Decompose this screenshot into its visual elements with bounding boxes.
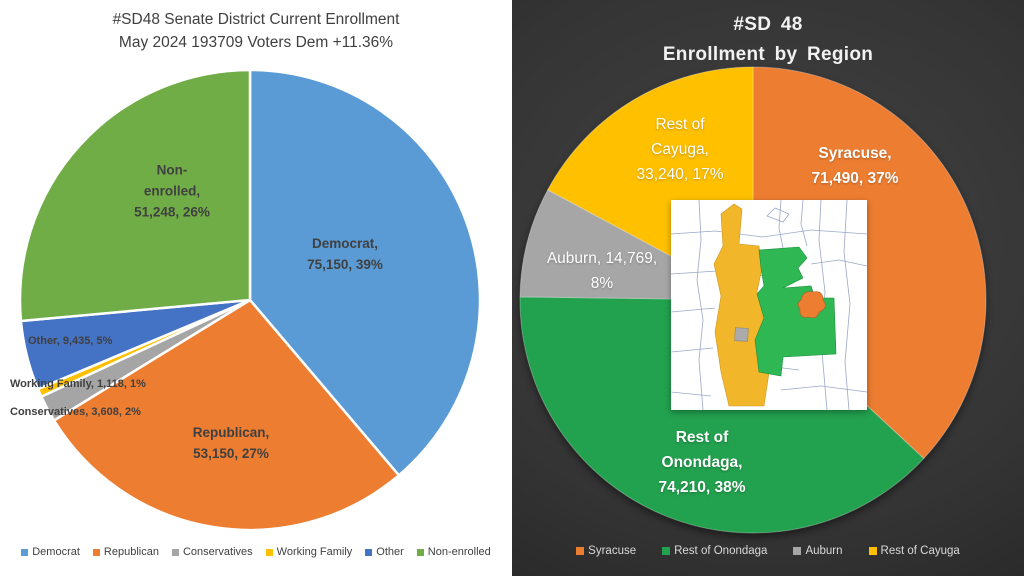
pie-slice-rest-of-onondaga bbox=[519, 296, 925, 534]
legend-label: Auburn bbox=[805, 545, 843, 557]
legend-item-non-enrolled: Non-enrolled bbox=[416, 546, 491, 558]
legend-label: Democrat bbox=[32, 546, 80, 558]
pie-label-rest-of-cayuga: Rest of Cayuga, 33,240, 17% bbox=[636, 115, 724, 183]
left-chart-title-line1: #SD48 Senate District Current Enrollment bbox=[112, 11, 400, 28]
legend-label: Working Family bbox=[276, 546, 353, 558]
region-map bbox=[671, 200, 867, 410]
left-chart-title: #SD48 Senate District Current Enrollment… bbox=[0, 8, 512, 55]
legend-label: Other bbox=[376, 546, 404, 558]
legend-item-rest-of-onondaga: Rest of Onondaga bbox=[662, 545, 767, 557]
map-onondaga-region bbox=[754, 246, 837, 377]
legend-label: Conservatives bbox=[182, 546, 253, 558]
legend-swatch bbox=[576, 547, 585, 555]
legend-swatch bbox=[265, 548, 273, 556]
pie-label-working-family: Working Family, 1,118, 1% bbox=[10, 378, 146, 390]
legend-item-working-family: Working Family bbox=[265, 546, 353, 558]
pie-label-rest-of-onondaga: Rest of Onondaga, 74,210, 38% bbox=[658, 428, 746, 496]
legend-label: Republican bbox=[103, 546, 159, 558]
pie-label-conservatives: Conservatives, 3,608, 2% bbox=[10, 406, 141, 418]
pie-slice-democrat bbox=[248, 68, 482, 477]
legend-swatch bbox=[92, 548, 100, 556]
legend-item-other: Other bbox=[365, 546, 404, 558]
legend-swatch bbox=[662, 547, 671, 555]
legend-swatch bbox=[793, 547, 802, 555]
pie-label-auburn: Auburn, 14,769, 8% bbox=[546, 250, 658, 292]
pie-slice-non-enrolled bbox=[18, 68, 252, 323]
left-chart-title-line2: May 2024 193709 Voters Dem +11.36% bbox=[118, 34, 394, 52]
right-chart-legend: Syracuse Rest of Onondaga Auburn Rest of Ca… bbox=[512, 545, 1024, 557]
legend-item-democrat: Democrat bbox=[21, 546, 80, 558]
pie-label-other: Other, 9,435, 5% bbox=[28, 335, 113, 347]
legend-swatch bbox=[868, 547, 877, 555]
legend-label: Non-enrolled bbox=[427, 546, 491, 558]
right-chart-title-line2: Enrollment by Region bbox=[662, 44, 874, 66]
pie-slice-syracuse bbox=[752, 66, 987, 459]
pie-label-democrat: Democrat, 75,150, 39% bbox=[307, 236, 383, 272]
left-chart-panel: #SD48 Senate District Current Enrollment… bbox=[0, 0, 512, 576]
legend-item-rest-of-cayuga: Rest of Cayuga bbox=[868, 545, 960, 557]
legend-item-auburn: Auburn bbox=[793, 545, 843, 557]
legend-item-conservatives: Conservatives bbox=[171, 546, 253, 558]
legend-label: Rest of Onondaga bbox=[674, 545, 768, 557]
right-chart-title-line1: #SD 48 bbox=[733, 14, 803, 35]
map-syracuse-marker bbox=[797, 291, 826, 319]
pie-slice-republican bbox=[52, 298, 401, 532]
pie-label-republican: Republican, 53,150, 27% bbox=[192, 425, 270, 461]
legend-item-republican: Republican bbox=[92, 546, 159, 558]
right-chart-panel: #SD 48 Enrollment by Region bbox=[512, 0, 1024, 576]
party-enrollment-pie-chart bbox=[18, 68, 482, 532]
legend-swatch bbox=[21, 548, 29, 556]
legend-swatch bbox=[365, 548, 373, 556]
legend-swatch bbox=[171, 548, 179, 556]
legend-label: Rest of Cayuga bbox=[880, 545, 960, 557]
region-enrollment-pie-chart bbox=[519, 66, 987, 534]
map-auburn-marker bbox=[734, 327, 749, 342]
legend-swatch bbox=[416, 548, 424, 556]
legend-label: Syracuse bbox=[588, 545, 637, 557]
right-chart-title: #SD 48 Enrollment by Region bbox=[512, 10, 1024, 71]
pie-label-non-enrolled: Non- enrolled, 51,248, 26% bbox=[134, 162, 210, 220]
left-chart-legend: Democrat Republican Conservatives Working F… bbox=[0, 546, 512, 558]
legend-item-syracuse: Syracuse bbox=[576, 545, 636, 557]
pie-label-syracuse: Syracuse, 71,490, 37% bbox=[811, 145, 899, 187]
